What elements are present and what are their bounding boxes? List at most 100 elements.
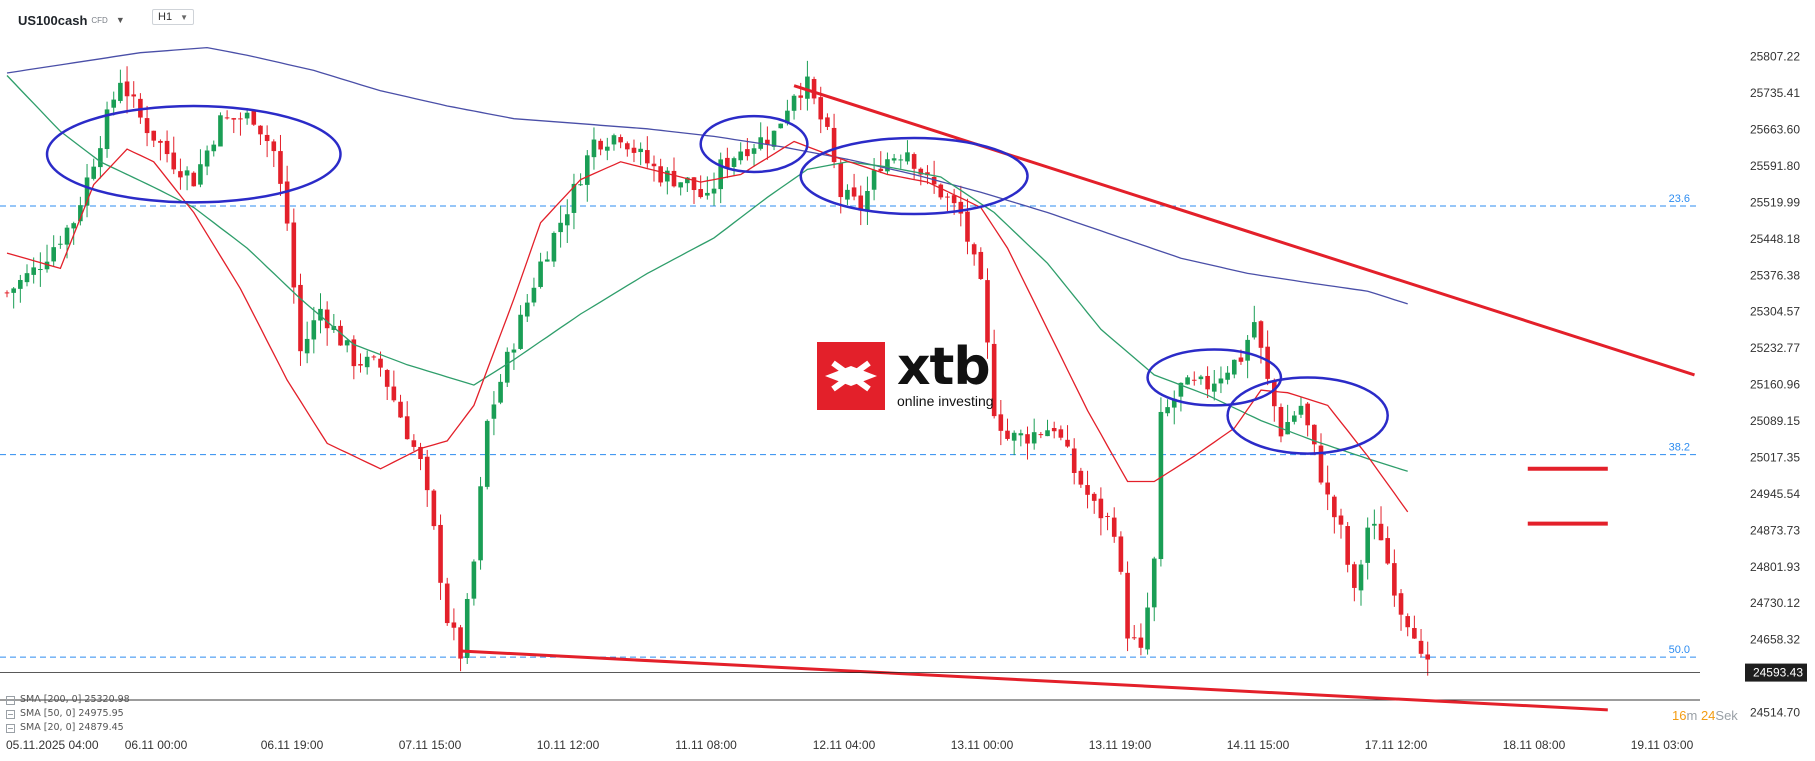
candle-body[interactable] xyxy=(71,223,76,229)
indicator-settings-icon[interactable] xyxy=(6,709,15,719)
candle-body[interactable] xyxy=(1211,383,1217,392)
candle-body[interactable] xyxy=(58,243,63,245)
candle-body[interactable] xyxy=(1065,439,1070,447)
candle-body[interactable] xyxy=(638,148,643,153)
candle-body[interactable] xyxy=(338,325,343,346)
annotation-circle[interactable] xyxy=(1146,348,1283,407)
candle-body[interactable] xyxy=(991,343,997,417)
candle-body[interactable] xyxy=(224,117,230,119)
candle-body[interactable] xyxy=(911,154,917,169)
candle-body[interactable] xyxy=(658,166,663,183)
candle-body[interactable] xyxy=(985,280,990,343)
sma200-line[interactable] xyxy=(6,46,1408,305)
candle-body[interactable] xyxy=(564,214,570,226)
candle-body[interactable] xyxy=(184,170,190,176)
candle-body[interactable] xyxy=(1338,515,1344,525)
candle-body[interactable] xyxy=(1418,640,1424,654)
candle-body[interactable] xyxy=(678,182,683,188)
candle-body[interactable] xyxy=(1332,496,1337,518)
candle-body[interactable] xyxy=(1325,482,1330,495)
indicator-item[interactable]: SMA [200, 0] 25320.98 xyxy=(6,693,130,707)
candle-body[interactable] xyxy=(404,416,410,440)
candle-body[interactable] xyxy=(431,490,437,527)
candle-body[interactable] xyxy=(1358,564,1364,591)
candle-body[interactable] xyxy=(1258,321,1264,348)
candle-body[interactable] xyxy=(591,139,597,158)
candle-body[interactable] xyxy=(84,177,90,206)
candle-body[interactable] xyxy=(204,150,210,167)
candle-body[interactable] xyxy=(898,159,904,161)
candle-body[interactable] xyxy=(44,261,50,270)
candle-body[interactable] xyxy=(618,137,623,143)
indicator-settings-icon[interactable] xyxy=(6,723,15,733)
candle-body[interactable] xyxy=(1031,432,1037,444)
candle-body[interactable] xyxy=(324,309,330,329)
candle-body[interactable] xyxy=(438,524,443,583)
candle-body[interactable] xyxy=(811,79,817,99)
candle-body[interactable] xyxy=(698,188,703,198)
candle-body[interactable] xyxy=(631,147,637,153)
indicator-item[interactable]: SMA [50, 0] 24975.95 xyxy=(6,707,130,721)
candle-body[interactable] xyxy=(244,112,250,119)
candle-body[interactable] xyxy=(1085,485,1090,495)
candle-body[interactable] xyxy=(878,168,884,172)
candle-body[interactable] xyxy=(444,583,450,624)
candle-body[interactable] xyxy=(211,144,217,152)
candle-body[interactable] xyxy=(584,155,590,185)
candle-body[interactable] xyxy=(1231,359,1237,375)
candle-body[interactable] xyxy=(218,115,223,147)
candle-body[interactable] xyxy=(524,302,530,317)
candle-body[interactable] xyxy=(851,187,857,197)
candle-body[interactable] xyxy=(258,125,263,135)
candle-body[interactable] xyxy=(78,205,83,222)
candle-body[interactable] xyxy=(358,364,363,366)
candle-body[interactable] xyxy=(725,157,730,168)
candle-body[interactable] xyxy=(264,134,270,142)
candle-body[interactable] xyxy=(544,259,550,262)
candle-body[interactable] xyxy=(4,292,10,294)
candle-body[interactable] xyxy=(1305,403,1310,426)
candle-body[interactable] xyxy=(178,171,183,178)
candle-body[interactable] xyxy=(998,414,1004,431)
candle-body[interactable] xyxy=(1392,563,1397,596)
candle-body[interactable] xyxy=(1218,378,1224,384)
candle-body[interactable] xyxy=(1318,445,1324,483)
candle-body[interactable] xyxy=(1352,564,1357,588)
candle-body[interactable] xyxy=(691,177,697,191)
candle-body[interactable] xyxy=(1265,346,1270,379)
candle-body[interactable] xyxy=(1298,405,1304,415)
candle-body[interactable] xyxy=(1131,637,1137,639)
candle-body[interactable] xyxy=(1138,637,1144,648)
candle-body[interactable] xyxy=(151,130,157,141)
candle-body[interactable] xyxy=(451,622,457,628)
candle-body[interactable] xyxy=(491,404,497,419)
candle-body[interactable] xyxy=(965,211,970,242)
candle-body[interactable] xyxy=(378,358,383,368)
candle-body[interactable] xyxy=(471,561,477,599)
candle-body[interactable] xyxy=(558,222,563,233)
candle-body[interactable] xyxy=(1045,430,1050,437)
candle-body[interactable] xyxy=(918,168,924,175)
candle-body[interactable] xyxy=(171,152,177,170)
candle-body[interactable] xyxy=(865,190,870,212)
candle-body[interactable] xyxy=(231,118,237,120)
candle-body[interactable] xyxy=(31,267,36,275)
annotation-circle[interactable] xyxy=(1226,376,1389,455)
candle-body[interactable] xyxy=(424,456,430,491)
candle-body[interactable] xyxy=(1058,429,1064,438)
candle-body[interactable] xyxy=(838,163,844,198)
candle-body[interactable] xyxy=(391,386,397,401)
candle-body[interactable] xyxy=(278,151,283,184)
candle-body[interactable] xyxy=(1312,424,1317,445)
candle-body[interactable] xyxy=(1185,377,1190,385)
candle-body[interactable] xyxy=(344,340,350,346)
candle-body[interactable] xyxy=(1005,430,1010,439)
candle-body[interactable] xyxy=(51,247,56,262)
candle-body[interactable] xyxy=(418,446,423,460)
candle-body[interactable] xyxy=(1151,558,1157,608)
candle-body[interactable] xyxy=(858,195,864,211)
candle-body[interactable] xyxy=(464,598,470,659)
candle-body[interactable] xyxy=(951,195,957,204)
candle-body[interactable] xyxy=(518,314,523,349)
